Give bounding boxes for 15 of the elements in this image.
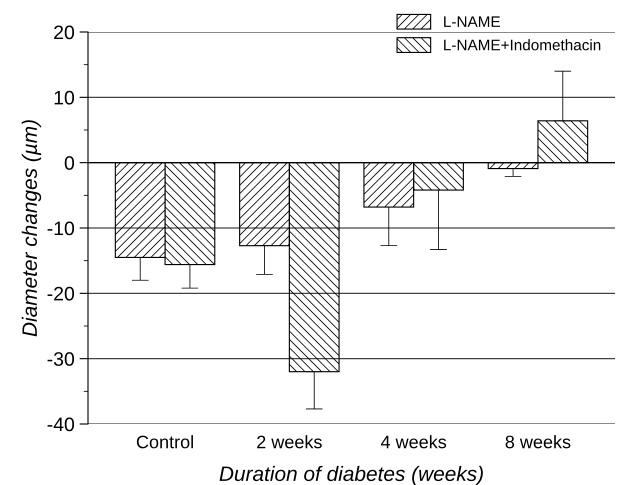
- y-tick-label: -20: [48, 286, 74, 301]
- y-tick-label: -40: [48, 417, 74, 432]
- x-axis-title: Duration of diabetes (weeks): [220, 466, 483, 485]
- y-tick-label: 10: [54, 90, 74, 105]
- y-tick-label: -10: [48, 221, 74, 236]
- x-tick-label: 2 weeks: [257, 435, 322, 448]
- y-tick-label: 0: [64, 156, 74, 170]
- x-tick-label: 4 weeks: [380, 435, 446, 448]
- y-tick-label: 20: [54, 25, 74, 40]
- legend-label: L-NAME: [444, 16, 500, 27]
- x-tick-label: Control: [136, 435, 193, 448]
- legend-label: L-NAME+Indomethacin: [444, 39, 600, 50]
- y-tick-label: -30: [48, 352, 74, 366]
- x-tick-label: 8 weeks: [506, 435, 570, 448]
- y-axis-title: Diameter changes (µm): [22, 120, 42, 336]
